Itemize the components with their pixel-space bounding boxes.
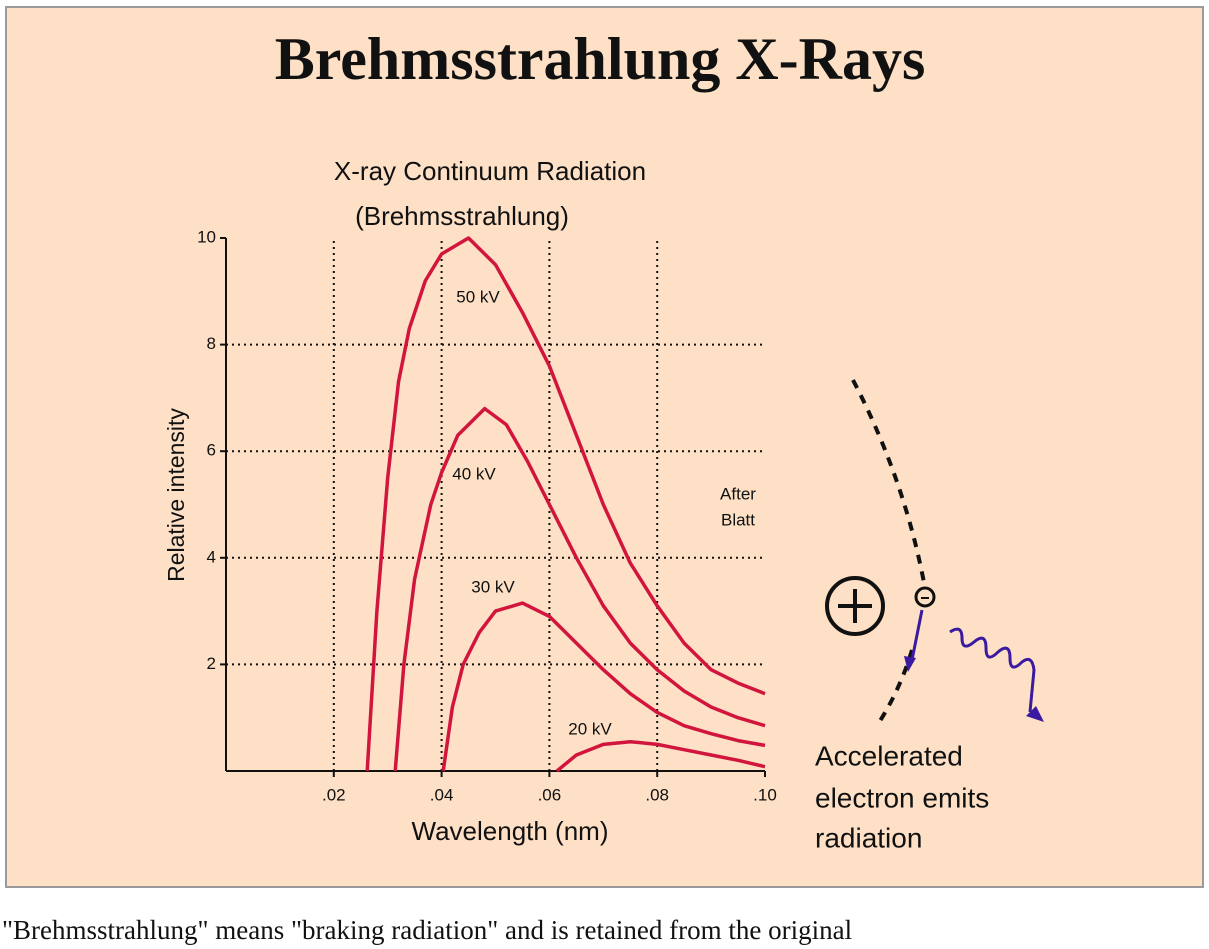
- x-tick-label: .04: [430, 785, 454, 804]
- y-tick-label: 10: [197, 227, 216, 246]
- series-line: [441, 601, 766, 772]
- series-line: [365, 236, 766, 772]
- y-tick-label: 2: [207, 654, 216, 673]
- y-tick-label: 6: [207, 441, 216, 460]
- annotation: After: [720, 484, 756, 503]
- x-tick-label: .06: [538, 785, 562, 804]
- panel: [5, 6, 1204, 888]
- footer-text: "Brehmsstrahlung" means "braking radiati…: [2, 915, 852, 945]
- diagram-caption: Accelerated: [815, 740, 963, 771]
- electron-diagram: Accelerated electron emits radiation: [815, 379, 1044, 853]
- y-axis-label: Relative intensity: [163, 408, 189, 582]
- chart-subtitle: (Brehmsstrahlung): [355, 201, 569, 231]
- arrow-head: [904, 656, 916, 672]
- series-label: 50 kV: [456, 287, 500, 306]
- series-label: 40 kV: [452, 464, 496, 483]
- y-tick-label: 4: [207, 547, 216, 566]
- acceleration-arrow: [910, 609, 924, 661]
- page-title: Brehmsstrahlung X-Rays: [275, 26, 926, 92]
- y-tick-label: 8: [207, 334, 216, 353]
- series-line: [555, 739, 766, 773]
- series-label: 20 kV: [568, 719, 612, 738]
- diagram-caption: electron emits: [815, 782, 989, 813]
- photon-wave: [949, 627, 1036, 713]
- series-line: [393, 406, 766, 772]
- x-tick-label: .02: [322, 785, 346, 804]
- series-label: 30 kV: [471, 577, 515, 596]
- diagram-caption: radiation: [815, 822, 922, 853]
- x-axis-label: Wavelength (nm): [412, 816, 609, 846]
- trajectory: [851, 379, 927, 589]
- arrow-head: [1026, 706, 1044, 722]
- nucleus: [825, 576, 885, 636]
- chart-title: X-ray Continuum Radiation: [334, 156, 646, 186]
- electron: [914, 586, 936, 608]
- x-tick-label: .08: [645, 785, 669, 804]
- annotation: Blatt: [721, 510, 755, 529]
- x-tick-label: .10: [753, 785, 777, 804]
